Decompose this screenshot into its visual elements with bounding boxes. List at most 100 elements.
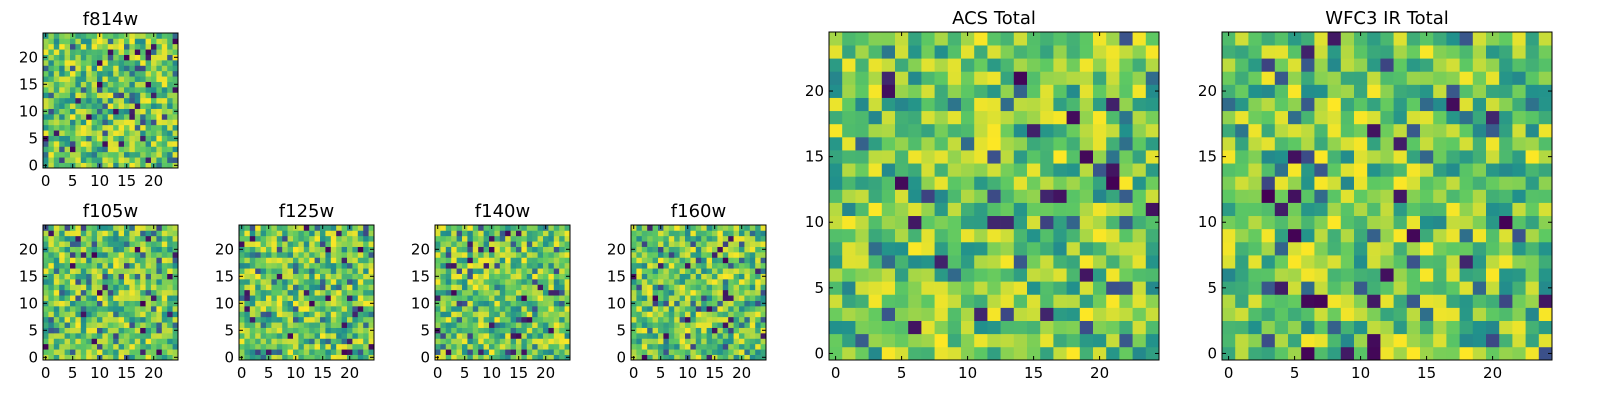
heatmap-cell [663, 333, 670, 339]
heatmap-cell [1525, 320, 1540, 335]
heatmap-cell [1066, 346, 1081, 361]
heatmap-cell [685, 246, 691, 253]
heatmap-cell [553, 252, 560, 258]
heatmap-cell [357, 338, 364, 345]
heatmap-cell [1040, 189, 1054, 203]
heatmap-cell [636, 268, 643, 274]
heatmap-cell [64, 252, 71, 258]
heatmap-cell [1314, 97, 1328, 112]
heatmap-cell [440, 230, 447, 237]
heatmap-cell [325, 300, 332, 307]
heatmap-cell [717, 333, 724, 339]
heatmap-cell [564, 235, 571, 242]
heatmap-cell [140, 87, 146, 93]
heatmap-cell [368, 257, 375, 264]
heatmap-cell [282, 316, 288, 323]
heatmap-cell [1079, 84, 1094, 98]
heatmap-cell [97, 119, 103, 126]
heatmap-cell [961, 110, 975, 125]
heatmap-cell [868, 255, 883, 269]
heatmap-cell [86, 38, 92, 45]
heatmap-cell [293, 349, 299, 355]
heatmap-cell [548, 300, 555, 307]
heatmap-cell [118, 162, 125, 169]
heatmap-cell [140, 225, 146, 231]
heatmap-cell [1093, 268, 1107, 282]
heatmap-cell [755, 246, 761, 253]
heatmap-cell [102, 97, 109, 104]
heatmap-cell [266, 343, 272, 350]
heatmap-cell [483, 257, 490, 264]
heatmap-cell [1486, 228, 1500, 243]
heatmap-cell [921, 97, 935, 112]
heatmap-cell [706, 257, 713, 264]
heatmap-cell [987, 97, 1001, 112]
heatmap-cell [543, 273, 549, 280]
heatmap-cell [102, 252, 109, 258]
heatmap-cell [842, 123, 856, 138]
heatmap-cell [363, 262, 369, 269]
heatmap-cell [868, 346, 883, 361]
heatmap-cell [102, 103, 109, 109]
heatmap-cell [1512, 320, 1526, 335]
heatmap-cell [722, 257, 729, 264]
heatmap-cell [1354, 215, 1368, 230]
heatmap-cell [172, 268, 179, 274]
heatmap-cell [1525, 281, 1540, 295]
heatmap-cell [440, 241, 447, 247]
heatmap-cell [266, 289, 272, 296]
heatmap-cell [961, 150, 975, 164]
heatmap-cell [1079, 241, 1094, 256]
heatmap-cell [744, 257, 751, 264]
heatmap-cell [663, 257, 670, 264]
heatmap-cell [1119, 202, 1133, 217]
heatmap-cell [172, 306, 179, 312]
heatmap-cell [658, 327, 664, 334]
heatmap-cell [255, 316, 261, 323]
heatmap-cell [1459, 228, 1474, 243]
heatmap-cell [532, 257, 538, 264]
heatmap-cell [64, 316, 71, 323]
heatmap-cell [107, 316, 114, 323]
heatmap-cell [1327, 202, 1342, 217]
heatmap-cell [1027, 307, 1041, 321]
heatmap-cell [48, 124, 55, 131]
x-tick-label: 10 [90, 172, 109, 190]
heatmap-cell [499, 284, 506, 291]
heatmap-cell [1145, 333, 1160, 348]
heatmap-cell [674, 252, 680, 258]
heatmap-cell [685, 235, 691, 242]
heatmap-cell [1393, 71, 1408, 85]
heatmap-cell [674, 306, 680, 312]
heatmap-cell [881, 32, 896, 46]
heatmap-cell [1354, 346, 1368, 361]
heatmap-cell [521, 225, 528, 231]
heatmap-cell [499, 316, 506, 323]
heatmap-cell [685, 322, 691, 328]
heatmap-cell [287, 295, 294, 301]
heatmap-cell [59, 279, 65, 285]
heatmap-cell [908, 346, 922, 361]
heatmap-cell [347, 349, 353, 355]
heatmap-cell [53, 306, 60, 312]
heatmap-cell [829, 294, 843, 308]
heatmap-cell [1525, 71, 1540, 85]
heatmap-cell [1327, 176, 1342, 190]
heatmap-cell [663, 311, 670, 318]
heatmap-cell [1420, 215, 1434, 230]
heatmap-cell [124, 151, 130, 158]
heatmap-cell [91, 60, 98, 66]
heatmap-cell [48, 157, 55, 163]
heatmap-cell [129, 295, 136, 301]
heatmap-cell [1486, 294, 1500, 308]
heatmap-cell [357, 327, 364, 334]
heatmap-cell [1314, 268, 1328, 282]
heatmap-cell [1354, 228, 1368, 243]
heatmap-cell [679, 311, 686, 318]
heatmap-cell [467, 289, 474, 296]
heatmap-cell [974, 241, 988, 256]
heatmap-cell [712, 257, 718, 264]
heatmap-cell [1013, 123, 1028, 138]
heatmap-cell [1040, 294, 1054, 308]
heatmap-cell [722, 295, 729, 301]
